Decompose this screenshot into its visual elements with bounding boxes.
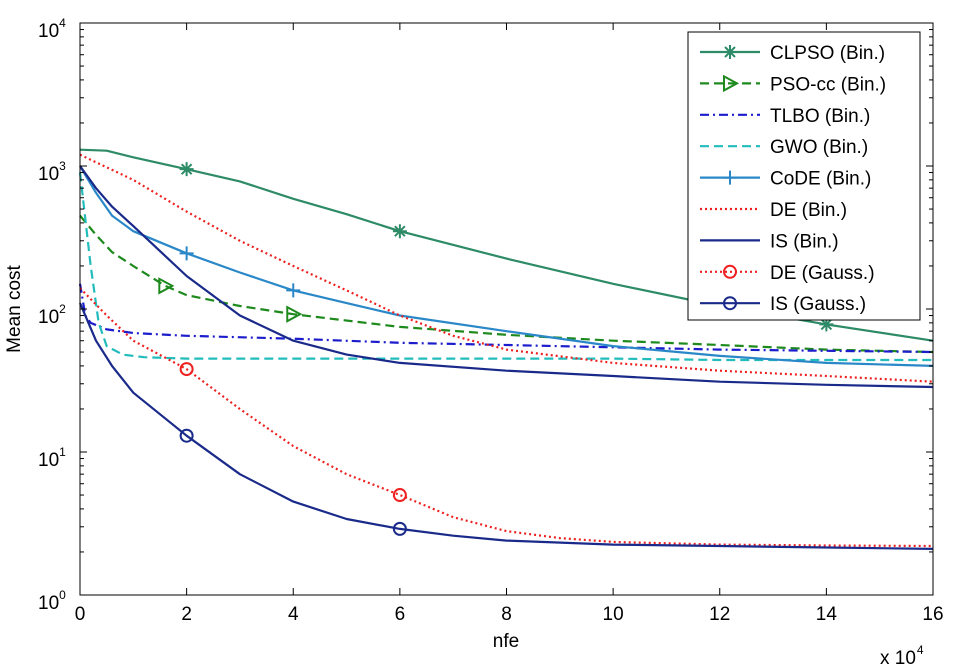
- x-tick-label-6: 12: [709, 604, 730, 625]
- x-tick-label-3: 6: [395, 604, 406, 625]
- y-tick-base-1: 10: [38, 450, 59, 471]
- x-multiplier-base: x 10: [880, 648, 916, 669]
- x-multiplier-exponent: 4: [917, 643, 924, 657]
- y-tick-exponent-1: 1: [59, 445, 66, 459]
- x-axis-label: nfe: [493, 631, 519, 652]
- legend-marker-clpso-bin: [723, 45, 737, 59]
- y-tick-label-1: 101: [38, 445, 66, 471]
- series-line-tlbo-bin: [78, 283, 934, 354]
- legend: CLPSO (Bin.) PSO-cc (Bin.) TLBO (Bin.) GWO …: [687, 31, 921, 321]
- x-multiplier-label: x 104: [880, 643, 924, 669]
- y-axis-label: Mean cost: [4, 264, 25, 352]
- legend-marker-is-gauss: [723, 296, 737, 311]
- x-tick-label-2: 4: [288, 604, 299, 625]
- y-tick-label-0: 100: [38, 588, 66, 614]
- x-tick-label-1: 2: [181, 604, 192, 625]
- legend-label-gwo-bin: GWO (Bin.): [770, 137, 868, 158]
- legend-label-clpso-bin: CLPSO (Bin.): [770, 43, 885, 64]
- series-line-is-bin: [79, 165, 934, 389]
- series-marker-de-gauss-0: [179, 362, 194, 377]
- legend-label-de-bin: DE (Bin.): [770, 200, 847, 221]
- y-tick-label-2: 102: [38, 302, 66, 328]
- series-marker-clpso-bin-1: [392, 224, 407, 239]
- legend-marker-de-gauss: [723, 264, 737, 279]
- series-marker-pso-cc-bin-0: [158, 277, 175, 295]
- series-marker-clpso-bin-0: [179, 162, 194, 177]
- plot-series: [78, 148, 934, 550]
- x-tick-label-4: 8: [501, 604, 512, 625]
- y-tick-exponent-2: 2: [59, 302, 66, 316]
- legend-marker-code-bin: [723, 170, 737, 185]
- x-tick-label-0: 0: [75, 604, 86, 625]
- series-line-pso-cc-bin: [79, 214, 934, 354]
- y-tick-exponent-3: 3: [59, 159, 66, 173]
- legend-label-is-gauss: IS (Gauss.): [770, 294, 866, 315]
- series-marker-code-bin-1: [286, 283, 301, 298]
- series-marker-de-gauss-1: [392, 488, 407, 503]
- series-line-gwo-bin: [78, 172, 933, 362]
- series-marker-is-gauss-1: [392, 521, 407, 536]
- y-tick-exponent-4: 4: [59, 16, 66, 30]
- series-line-de-bin: [79, 153, 934, 383]
- x-tick-label-7: 14: [816, 604, 838, 625]
- series-marker-clpso-bin-2: [819, 317, 834, 332]
- series-marker-code-bin-0: [179, 246, 194, 261]
- y-tick-label-3: 103: [38, 159, 66, 185]
- series-line-de-gauss: [79, 287, 934, 548]
- legend-label-tlbo-bin: TLBO (Bin.): [770, 106, 870, 127]
- y-tick-base-2: 10: [38, 307, 59, 328]
- y-tick-exponent-0: 0: [59, 588, 66, 602]
- y-tick-base-0: 10: [38, 593, 59, 614]
- y-tick-base-4: 10: [38, 21, 59, 42]
- x-tick-label-8: 16: [922, 604, 943, 625]
- series-line-code-bin: [79, 165, 934, 367]
- x-tick-label-5: 10: [603, 604, 624, 625]
- series-line-is-gauss: [78, 302, 934, 550]
- y-tick-base-3: 10: [38, 164, 59, 185]
- series-marker-is-gauss-0: [179, 428, 194, 443]
- legend-label-pso-cc-bin: PSO-cc (Bin.): [770, 74, 886, 95]
- legend-marker-pso-cc-bin: [723, 74, 740, 93]
- legend-label-code-bin: CoDE (Bin.): [770, 169, 871, 190]
- y-tick-label-4: 104: [38, 16, 66, 42]
- legend-label-is-bin: IS (Bin.): [770, 231, 839, 252]
- legend-label-de-gauss: DE (Gauss.): [770, 263, 875, 284]
- series-marker-pso-cc-bin-1: [286, 305, 303, 323]
